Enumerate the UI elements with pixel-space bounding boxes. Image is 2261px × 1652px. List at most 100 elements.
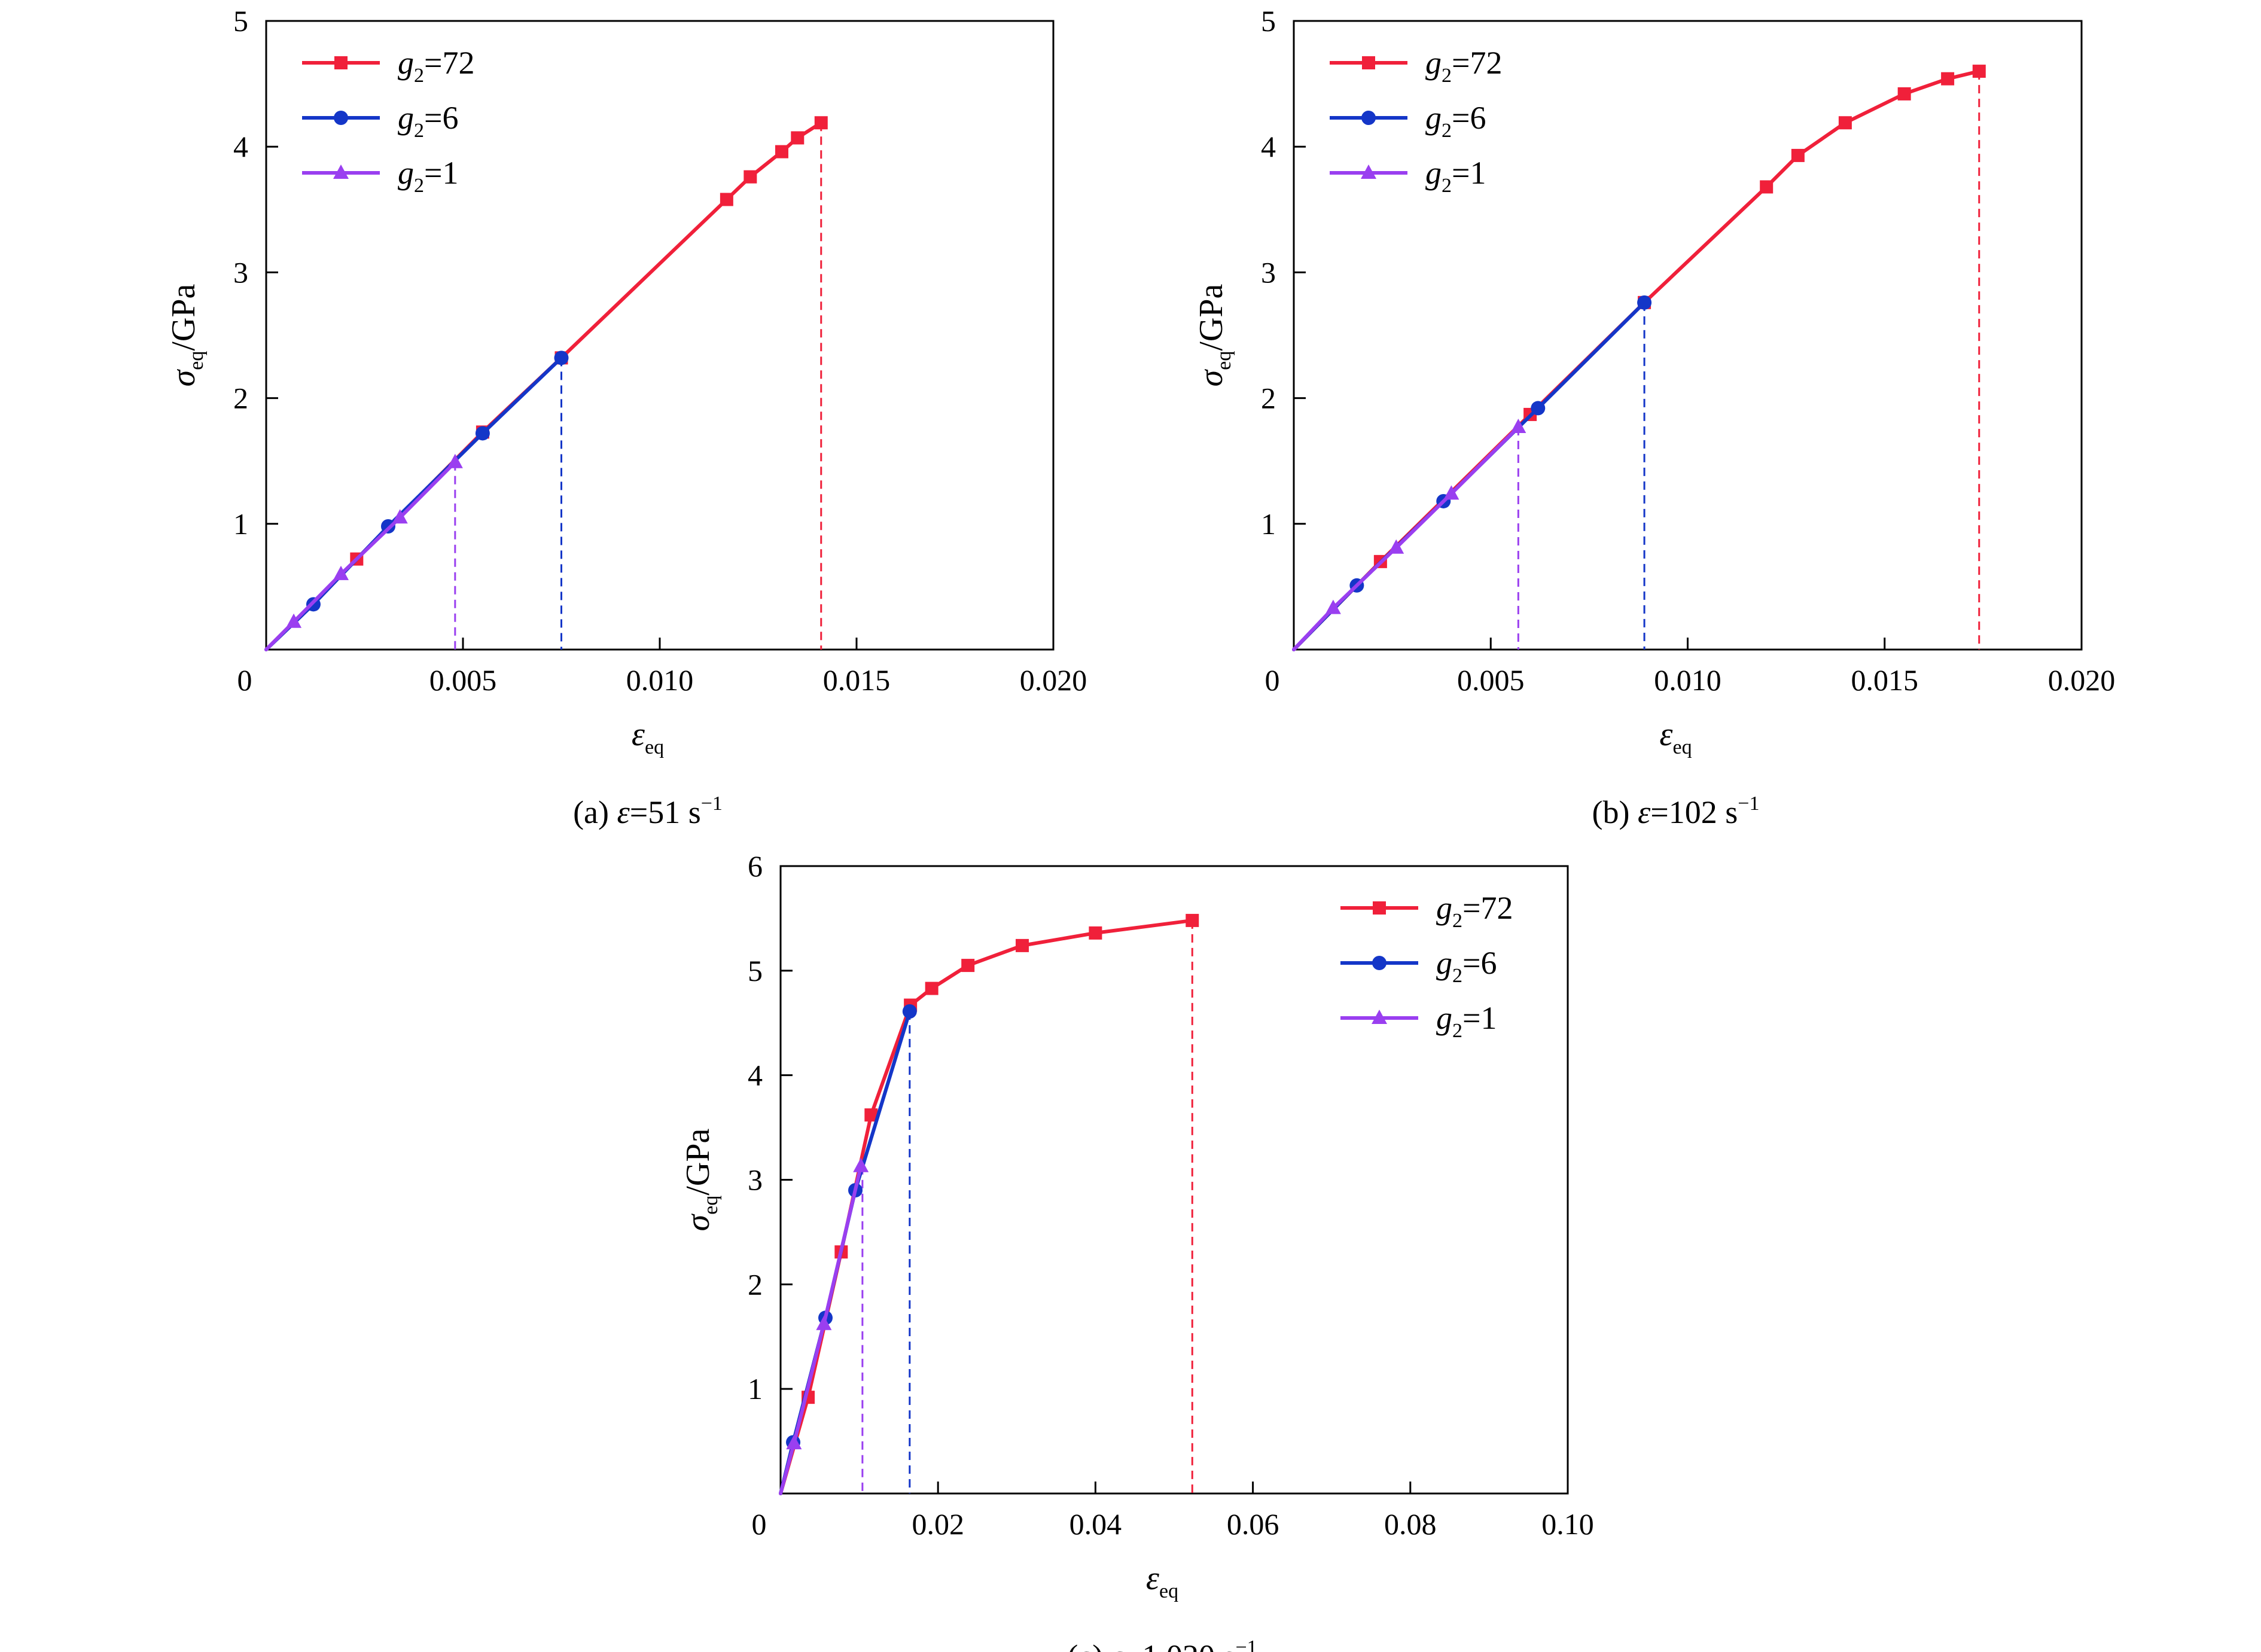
x-axis-label: εeq [1146,1560,1178,1602]
data-point [286,613,302,628]
data-point [1897,87,1911,100]
x-axis-label: εeq [632,716,664,758]
origin-label: 0 [237,663,252,697]
data-point [902,1004,917,1019]
data-point [1972,65,1986,78]
data-point [1531,401,1546,416]
data-point [775,145,788,159]
legend-entry: g2=6 [1330,100,1486,142]
y-tick-label: 5 [233,4,248,38]
legend-entry: g2=1 [1340,1000,1497,1042]
legend-label: g2=6 [398,100,458,142]
y-tick-label: 1 [748,1372,763,1406]
legend-entry: g2=6 [302,100,458,142]
data-point [743,170,757,184]
y-tick-label: 2 [1261,382,1276,415]
x-tick-label: 0.015 [1851,663,1919,697]
series-line-g2=1 [1292,425,1520,651]
data-point [1838,116,1852,130]
data-point [1510,418,1526,433]
caption: (c) ε=1 020 s−1 [1067,1636,1257,1652]
x-tick-label: 0.010 [626,663,694,697]
y-tick-label: 5 [1261,4,1276,38]
origin-label: 0 [1265,663,1280,697]
caption: (b) ε=102 s−1 [1592,793,1760,830]
legend-marker [1362,56,1375,69]
x-tick-label: 0.10 [1541,1507,1594,1541]
y-tick-label: 4 [1261,130,1276,163]
legend-label: g2=72 [398,45,474,87]
legend-label: g2=72 [1436,890,1513,932]
data-point [1089,926,1102,940]
y-tick-label: 4 [233,130,248,163]
data-point [1791,148,1805,162]
x-axis-label: εeq [1659,716,1692,758]
y-tick-label: 3 [748,1163,763,1197]
legend-entry: g2=1 [302,155,458,197]
x-tick-label: 0.005 [1457,663,1525,697]
series-line-g2=1 [779,1164,863,1495]
y-tick-label: 5 [748,954,763,987]
caption: (a) ε=51 s−1 [573,793,723,830]
data-point [1186,913,1199,927]
legend-marker [1361,111,1376,125]
x-tick-label: 0.015 [823,663,891,697]
y-tick-label: 2 [233,382,248,415]
data-point [447,453,463,468]
legend-marker [1372,1010,1387,1024]
x-tick-label: 0.08 [1384,1507,1437,1541]
data-point [1325,599,1341,614]
legend-label: g2=72 [1425,45,1502,87]
x-tick-label: 0.005 [429,663,497,697]
series-line-g2=72 [779,918,1195,1495]
data-point [1637,295,1652,310]
data-point [1760,180,1774,194]
data-point [791,131,805,145]
legend-marker [1373,901,1386,915]
data-point [814,116,828,130]
legend-label: g2=6 [1425,100,1486,142]
legend-marker [334,111,348,125]
legend-label: g2=1 [1425,155,1486,197]
y-tick-label: 1 [233,507,248,541]
data-point [853,1157,869,1172]
legend-label: g2=6 [1436,945,1497,987]
y-tick-label: 4 [748,1059,763,1092]
data-point [961,959,975,973]
chart-a: 0.005 0.010 0.015 0.020 1 2 3 4 5 0 εeq σeq/GPa (a) … [165,4,1087,830]
legend-marker [334,56,348,69]
chart-b: 0.005 0.010 0.015 0.020 1 2 3 4 5 0 εeq σeq/GPa (b) … [1193,4,2115,830]
y-axis-label: σeq/GPa [1193,284,1235,386]
legend-label: g2=1 [1436,1000,1497,1042]
legend-label: g2=1 [398,155,458,197]
data-point [1016,938,1029,952]
legend-entry: g2=1 [1330,155,1486,197]
series-line-g2=72 [1292,69,1981,651]
y-tick-label: 3 [233,255,248,289]
x-tick-label: 0.010 [1654,663,1721,697]
data-point [925,982,938,995]
legend-marker [1361,164,1376,179]
y-tick-label: 2 [748,1267,763,1301]
plot-frame [1293,20,2083,651]
legend-entry: g2=6 [1340,945,1497,987]
data-point [392,509,408,524]
legend-marker [333,164,349,179]
data-point [816,1315,832,1330]
origin-label: 0 [752,1507,767,1541]
data-point [1941,72,1955,86]
data-point [786,1435,802,1450]
y-axis-label: σeq/GPa [679,1128,722,1231]
chart-c: 0.02 0.04 0.06 0.08 0.10 1 2 3 4 5 6 0 εeq σeq/GPa (c)… [679,849,1594,1652]
legend-entry: g2=72 [1330,45,1502,87]
data-point [864,1108,878,1122]
plot-frame [265,20,1055,651]
legend-marker [1372,956,1387,970]
data-point [554,350,569,365]
x-tick-label: 0.04 [1069,1507,1122,1541]
y-tick-label: 6 [748,849,763,883]
x-tick-label: 0.06 [1227,1507,1279,1541]
data-point [720,193,733,206]
legend-entry: g2=72 [302,45,474,87]
